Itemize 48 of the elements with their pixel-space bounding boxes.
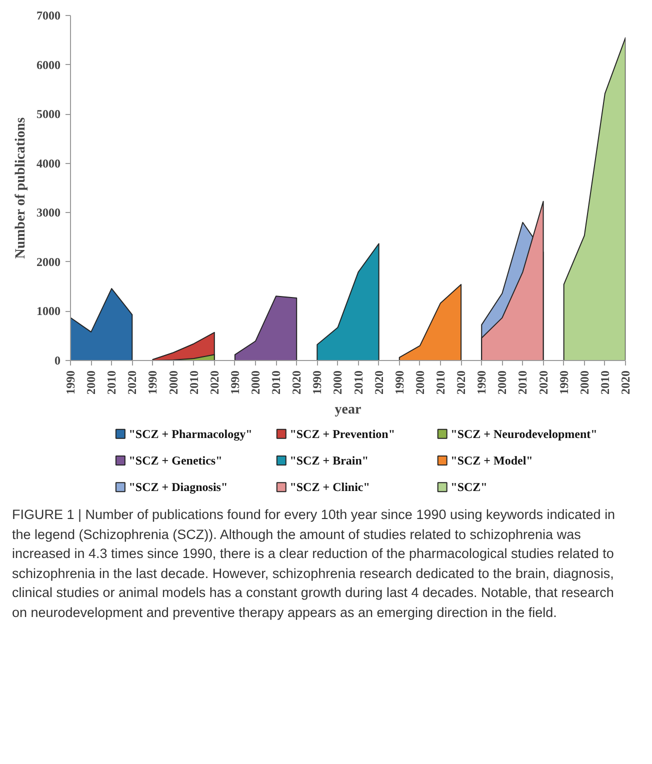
- x-tick-label: 1990: [474, 370, 489, 394]
- y-tick-label: 6000: [36, 58, 60, 72]
- y-tick-label: 4000: [36, 156, 60, 170]
- x-tick-label: 2020: [125, 370, 140, 394]
- x-tick-label: 2010: [104, 370, 119, 394]
- x-tick-label: 2010: [434, 370, 448, 394]
- legend-label: "SCZ + Prevention": [290, 426, 396, 441]
- y-tick-label: 1000: [36, 304, 60, 318]
- caption: FIGURE 1 | Number of publications found for every 10th year since 1990 using keywords indicated in the legend (Schizophrenia (SCZ)). Although the amount of studies related to schizophrenia was increased in 4.3 times since 1990, there is a clear reduction of the pharmacological studies related to schizophrenia in the last decade. However, schizophrenia research dedicated to the brain, diagnosis, clinical studies or animal models has a constant growth during last 4 decades. Notable, that research on neurodevelopment and preventive therapy appears as an emerging direction in the field.: [12, 506, 616, 622]
- x-tick-label: 2000: [248, 370, 262, 394]
- legend-label: "SCZ + Brain": [290, 454, 369, 468]
- y-tick-label: 7000: [36, 8, 60, 22]
- x-tick-label: 1990: [146, 370, 160, 394]
- y-tick-label: 5000: [36, 107, 60, 122]
- x-tick-label: 1990: [228, 370, 242, 394]
- x-tick-label: 2020: [454, 370, 468, 394]
- x-tick-label: 2020: [207, 370, 222, 394]
- x-tick-label: 2010: [351, 370, 366, 394]
- x-tick-label: 2020: [536, 370, 550, 394]
- x-tick-label: 2010: [269, 370, 284, 394]
- x-axis-title: year: [334, 402, 362, 418]
- y-axis-title: Number of publications: [14, 116, 28, 259]
- x-tick-label: 2000: [330, 370, 345, 394]
- x-tick-label: 2000: [412, 370, 427, 394]
- x-tick-label: 2020: [618, 370, 632, 394]
- y-tick-label: 0: [54, 354, 60, 368]
- x-tick-label: 2020: [372, 370, 386, 394]
- x-tick-label: 2010: [516, 370, 530, 394]
- legend-label: "SCZ + Clinic": [290, 480, 370, 494]
- legend-label: "SCZ + Neurodevelopment": [450, 426, 598, 441]
- legend-label: "SCZ + Genetics": [128, 454, 222, 468]
- x-tick-label: 2020: [290, 370, 304, 394]
- x-tick-label: 1990: [556, 370, 571, 394]
- x-tick-label: 2000: [84, 370, 98, 394]
- legend-label: "SCZ + Model": [450, 454, 533, 468]
- y-tick-label: 2000: [36, 254, 60, 269]
- x-tick-label: 2000: [166, 370, 180, 394]
- x-tick-label: 1990: [64, 370, 78, 394]
- legend-label: "SCZ": [450, 480, 488, 494]
- legend-label: "SCZ + Pharmacology": [128, 426, 252, 441]
- x-tick-label: 1990: [392, 370, 406, 394]
- x-tick-label: 1990: [310, 370, 324, 394]
- y-tick-label: 3000: [36, 206, 60, 220]
- x-tick-label: 2010: [186, 370, 201, 394]
- x-tick-label: 2010: [598, 370, 612, 394]
- legend-label: "SCZ + Diagnosis": [128, 480, 228, 494]
- x-tick-label: 2000: [495, 370, 510, 394]
- x-tick-label: 2000: [577, 370, 592, 394]
